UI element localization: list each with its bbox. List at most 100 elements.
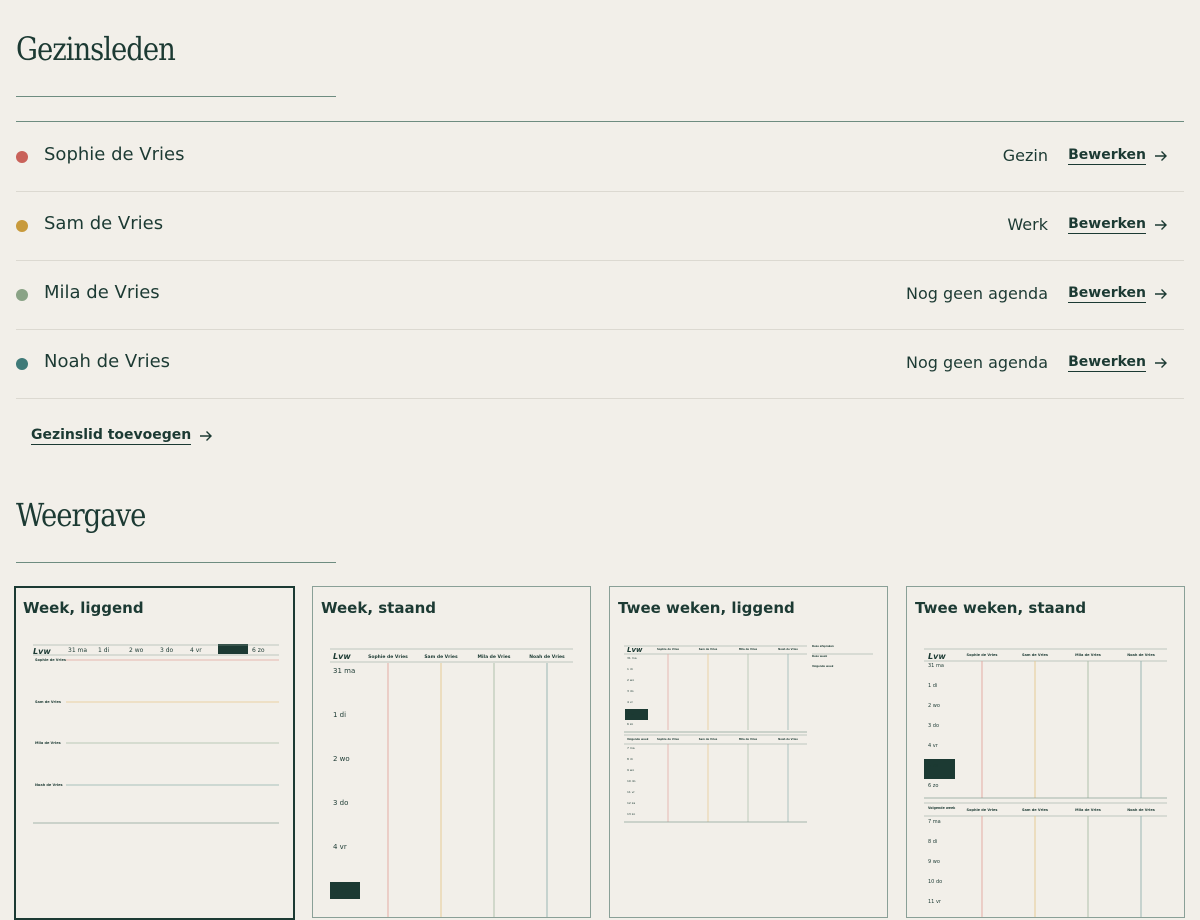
member-row: Noah de Vries Nog geen agenda Bewerken: [16, 329, 1184, 399]
edit-member-button[interactable]: Bewerken: [1068, 284, 1168, 303]
add-member-label: Gezinslid toevoegen: [31, 427, 192, 445]
layout-preview: Lvw 31 ma 1 di 2 wo 3 do 4 vr 5 za 6 zo Sophie d…: [33, 644, 279, 824]
day-label: 4 vr: [333, 843, 347, 851]
column-header: Sam de Vries: [699, 737, 718, 741]
day-label: 2 wo: [333, 755, 350, 763]
member-calendar: Werk: [1007, 215, 1048, 234]
row-label: Sam de Vries: [35, 700, 61, 704]
day-label: 4 vr: [627, 700, 634, 704]
edit-member-button[interactable]: Bewerken: [1068, 353, 1168, 372]
title-divider: [16, 96, 336, 97]
day-label: 2 wo: [627, 678, 634, 682]
day-label: 6 zo: [928, 783, 938, 789]
day-label: 9 wo: [928, 859, 940, 865]
day-label: 3 do: [160, 647, 174, 654]
day-label: 4 vr: [190, 647, 202, 654]
today-highlight: [924, 759, 955, 779]
column-header: Mila de Vries: [739, 737, 758, 741]
logo: Lvw: [627, 646, 643, 654]
members-section-title: Gezinsleden: [16, 30, 176, 68]
member-name: Mila de Vries: [44, 282, 160, 303]
edit-label: Bewerken: [1068, 285, 1146, 303]
view-option-card[interactable]: Lvw Sophie de Vries Sam de Vries Mila de Vr…: [906, 586, 1185, 918]
day-label: 5 za: [628, 712, 634, 716]
column-header: Mila de Vries: [1075, 653, 1101, 657]
day-label: 10 do: [627, 779, 636, 783]
member-name: Sam de Vries: [44, 213, 164, 234]
row-label: Mila de Vries: [35, 741, 61, 745]
logo: Lvw: [928, 652, 946, 661]
edit-label: Bewerken: [1068, 147, 1146, 165]
edit-member-button[interactable]: Bewerken: [1068, 146, 1168, 165]
day-label: 12 za: [627, 801, 635, 805]
day-label: 8 di: [627, 757, 633, 761]
member-row: Sophie de Vries Gezin Bewerken: [16, 122, 1184, 192]
arrow-right-icon: [1155, 150, 1167, 161]
layout-preview: Lvw Sophie de Vries Sam de Vries Mila de Vr…: [624, 644, 873, 823]
day-label: 1 di: [333, 711, 346, 719]
row-label: Sophie de Vries: [35, 658, 66, 662]
logo: Lvw: [33, 647, 51, 656]
view-option-card[interactable]: Lvw 31 ma 1 di 2 wo 3 do 4 vr 5 za 6 zo Sophie d…: [14, 586, 295, 920]
day-label: 1 di: [928, 683, 937, 689]
day-label: 7 ma: [928, 819, 941, 825]
column-header: Sophie de Vries: [657, 647, 680, 651]
logo: Lvw: [333, 652, 351, 661]
day-label: 31 ma: [627, 656, 637, 660]
view-option-title: Twee weken, liggend: [618, 599, 795, 617]
member-color-dot: [16, 358, 28, 370]
today-highlight: [330, 882, 360, 899]
arrow-right-icon: [1155, 357, 1167, 368]
members-list-top-divider: [16, 121, 1184, 122]
day-label: 7 ma: [627, 746, 635, 750]
member-row: Sam de Vries Werk Bewerken: [16, 191, 1184, 261]
title-divider: [16, 562, 336, 563]
next-week-label: Volgende week: [928, 806, 956, 810]
edit-label: Bewerken: [1068, 354, 1146, 372]
arrow-right-icon: [1155, 288, 1167, 299]
next-week-label: Volgende week: [627, 737, 649, 741]
member-calendar: Nog geen agenda: [906, 284, 1048, 303]
day-label: 1 di: [98, 647, 110, 654]
member-name: Sophie de Vries: [44, 144, 185, 165]
day-label: 5 za: [334, 887, 349, 895]
member-calendar: Nog geen agenda: [906, 353, 1048, 372]
day-label: 1 di: [627, 667, 633, 671]
column-header: Sam de Vries: [699, 647, 718, 651]
member-color-dot: [16, 151, 28, 163]
view-option-title: Twee weken, staand: [915, 599, 1087, 617]
column-header: Noah de Vries: [1127, 808, 1155, 812]
day-label: 3 do: [627, 689, 634, 693]
side-note: Volgende week: [812, 664, 834, 668]
column-header: Sophie de Vries: [967, 808, 998, 812]
column-header: Noah de Vries: [529, 654, 565, 660]
day-label: 5 za: [223, 647, 236, 654]
today-highlight: [625, 709, 648, 720]
add-member-button[interactable]: Gezinslid toevoegen: [31, 426, 213, 445]
view-option-card[interactable]: Lvw Sophie de Vries Sam de Vries Mila de Vr…: [609, 586, 888, 918]
member-calendar: Gezin: [1002, 146, 1048, 165]
view-option-card[interactable]: Lvw Sophie de Vries Sam de Vries Mila de Vr…: [312, 586, 591, 918]
view-section-title: Weergave: [16, 496, 146, 534]
day-label: 13 zo: [627, 812, 635, 816]
column-header: Sam de Vries: [424, 654, 458, 660]
column-header: Mila de Vries: [1075, 808, 1101, 812]
column-header: Sam de Vries: [1022, 653, 1048, 657]
day-label: 3 do: [928, 723, 939, 729]
side-note: Deze week: [812, 654, 827, 658]
day-label: 31 ma: [928, 663, 944, 669]
member-color-dot: [16, 289, 28, 301]
arrow-right-icon: [200, 430, 213, 441]
column-header: Sam de Vries: [1022, 808, 1048, 812]
day-label: 9 wo: [627, 768, 634, 772]
day-label: 3 do: [333, 799, 348, 807]
column-header: Noah de Vries: [778, 647, 798, 651]
today-highlight: [218, 644, 248, 654]
column-header: Mila de Vries: [478, 654, 511, 660]
day-label: 10 do: [928, 879, 942, 885]
side-note: Deze afspraken: [812, 644, 834, 648]
member-row: Mila de Vries Nog geen agenda Bewerken: [16, 260, 1184, 330]
edit-member-button[interactable]: Bewerken: [1068, 215, 1168, 234]
column-header: Mila de Vries: [739, 647, 758, 651]
day-label: 4 vr: [928, 743, 939, 749]
